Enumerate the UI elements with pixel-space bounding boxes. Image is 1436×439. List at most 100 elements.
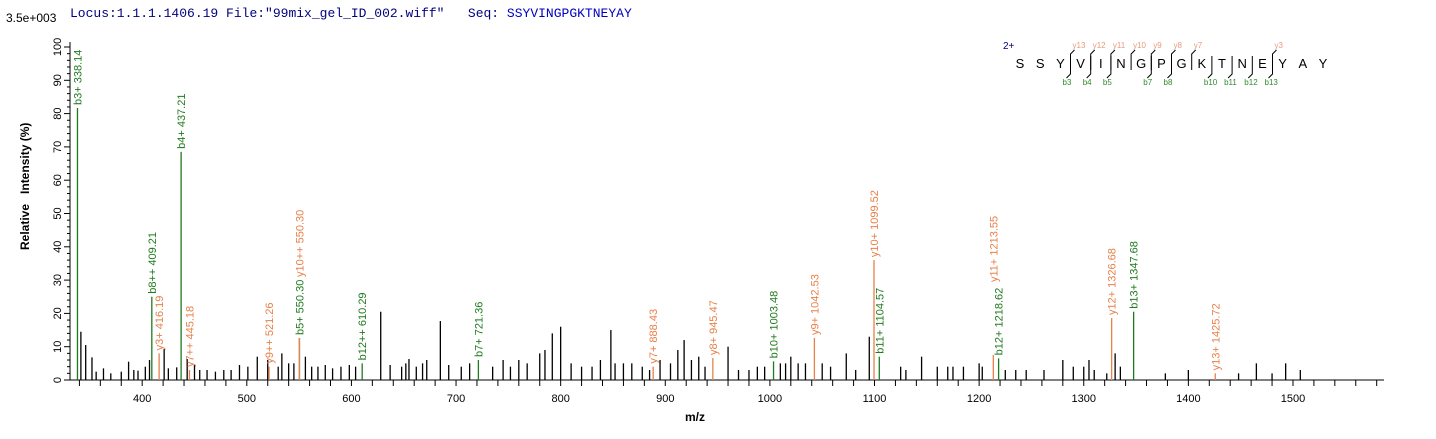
- residue: S: [1016, 56, 1025, 71]
- y-break-mark: [1090, 49, 1096, 70]
- peak-labels: b3+ 338.14 b8++ 409.21 y3+ 416.19 b4+ 437.2…: [72, 50, 1222, 371]
- residue: E: [1258, 56, 1267, 71]
- peak-label: b12++ 610.29: [357, 292, 369, 360]
- y-ion-label: y7: [1194, 41, 1203, 50]
- peak-label: y3+ 416.19: [154, 296, 166, 351]
- b-ion-label: b5: [1103, 78, 1112, 87]
- residue: V: [1076, 56, 1085, 71]
- b-break-mark: [1227, 56, 1233, 79]
- b-ion-label: b8: [1164, 78, 1173, 87]
- residue: N: [1238, 56, 1247, 71]
- b-break-mark: [1167, 56, 1172, 79]
- y-tick-label: 40: [52, 241, 64, 253]
- y-tick-label: 30: [52, 274, 64, 286]
- y-tick-label: 80: [52, 107, 64, 119]
- b-ion-label: b7: [1143, 78, 1152, 87]
- peak-label: y9+ 1042.53: [809, 274, 821, 335]
- x-tick-label: 800: [551, 393, 569, 405]
- x-tick-label: 1300: [1072, 393, 1096, 405]
- residue: G: [1177, 56, 1187, 71]
- seq-label: Seq:: [467, 6, 500, 21]
- b-ion-label: b10: [1204, 78, 1218, 87]
- b-break-mark: [1086, 56, 1092, 79]
- peak-label: y13+ 1425.72: [1210, 303, 1222, 370]
- y-ion-label: y10: [1133, 41, 1146, 50]
- peak-label: b3+ 338.14: [72, 50, 84, 105]
- residue: K: [1197, 56, 1206, 71]
- peak-label: b4+ 437.21: [176, 94, 188, 149]
- peak-label: b11+ 1104.57: [874, 288, 886, 354]
- peak-label: y11+ 1213.55: [988, 216, 1000, 282]
- peak-label: y9++ 521.26: [264, 303, 276, 364]
- y-tick-label: 90: [52, 74, 64, 86]
- b-break-mark: [1207, 56, 1213, 79]
- x-tick-label: 500: [238, 393, 256, 405]
- residue: A: [1298, 56, 1307, 71]
- peak-label: y7+ 888.43: [648, 309, 660, 364]
- y-ion-label: y8: [1174, 41, 1183, 50]
- residue: S: [1036, 56, 1045, 71]
- b-break-mark: [1146, 56, 1152, 79]
- b-ion-label: b12: [1244, 78, 1258, 87]
- y-tick-label: 50: [52, 207, 64, 219]
- residue: N: [1116, 56, 1125, 71]
- file-text: File:"99mix_gel_ID_002.wiff": [226, 6, 445, 21]
- peak-label: b5+ 550.30: [294, 280, 306, 335]
- y-ion-label: y9: [1153, 41, 1162, 50]
- peak-label: b7+ 721.36: [473, 302, 485, 357]
- x-tick-label: 900: [656, 393, 674, 405]
- peak-label: y12+ 1326.68: [1107, 248, 1119, 315]
- y-ion-label: y11: [1113, 41, 1126, 50]
- y-break-mark: [1070, 49, 1075, 70]
- x-axis-label: m/z: [685, 410, 705, 424]
- b-ion-label: b13: [1265, 78, 1279, 87]
- x-tick-label: 400: [133, 393, 151, 405]
- peak-label: y7++ 445.18: [184, 306, 196, 367]
- b-break-mark: [1066, 56, 1071, 79]
- residue: G: [1136, 56, 1146, 71]
- sequence-text: SSYVINGPGKTNEYAY: [506, 6, 632, 21]
- peak-label: b12+ 1218.62: [994, 288, 1006, 356]
- x-tick-label: 1200: [967, 393, 991, 405]
- y-break-mark: [1272, 49, 1277, 70]
- y-tick-label: 20: [52, 307, 64, 319]
- y-tick-label: 10: [52, 341, 64, 353]
- y-tick-label: 100: [52, 38, 64, 56]
- y-break-mark: [1110, 49, 1116, 70]
- x-tick-label: 1500: [1281, 393, 1305, 405]
- b-ion-label: b11: [1224, 78, 1237, 87]
- b-break-mark: [1247, 56, 1253, 79]
- peak-label: y10+ 1099.52: [869, 190, 881, 257]
- residue: I: [1099, 56, 1103, 71]
- y-break-mark: [1171, 49, 1176, 70]
- residue: T: [1218, 56, 1226, 71]
- locus-text: Locus:1.1.1.1406.19: [70, 6, 219, 21]
- intensity-scale-label: 3.5e+003: [6, 11, 57, 25]
- y-break-mark: [1150, 49, 1156, 70]
- y-break-mark: [1191, 49, 1197, 70]
- residue: P: [1157, 56, 1166, 71]
- y-ion-label: y12: [1093, 41, 1106, 50]
- x-tick-label: 1000: [758, 393, 782, 405]
- peak-label: b8++ 409.21: [147, 232, 159, 294]
- x-tick-label: 1100: [863, 393, 887, 405]
- y-axis-label: Relative Intensity (%): [18, 123, 32, 250]
- peak-label: y8+ 945.47: [708, 300, 720, 355]
- y-break-mark: [1130, 49, 1136, 70]
- y-tick-label: 70: [52, 141, 64, 153]
- residue: Y: [1319, 56, 1328, 71]
- b-ion-label: b4: [1083, 78, 1092, 87]
- x-tick-label: 700: [447, 393, 465, 405]
- charge-label: 2+: [1003, 41, 1015, 52]
- b-break-mark: [1106, 56, 1112, 79]
- peak-label: y10++ 550.30: [294, 210, 306, 277]
- residue: Y: [1056, 56, 1065, 71]
- peaks: [76, 107, 1301, 380]
- y-ion-label: y3: [1275, 41, 1284, 50]
- axes: 400 500 600 700 800 900 1000 1100 1200 1300 1400 15…: [52, 38, 1384, 405]
- spectrum-header: Locus:1.1.1.1406.19 File:"99mix_gel_ID_0…: [70, 6, 632, 21]
- x-tick-label: 1400: [1176, 393, 1200, 405]
- y-ion-label: y13: [1073, 41, 1086, 50]
